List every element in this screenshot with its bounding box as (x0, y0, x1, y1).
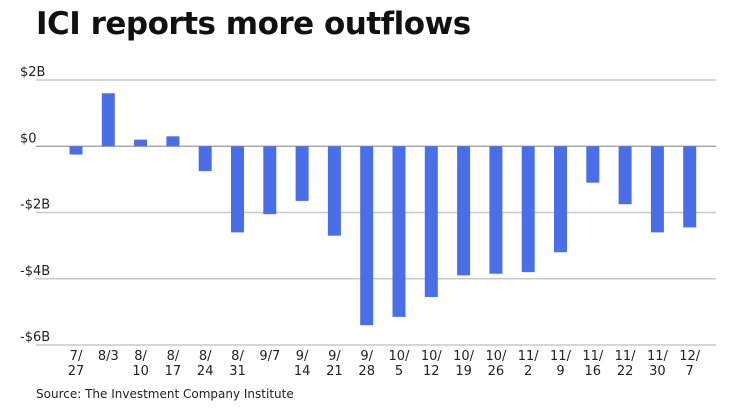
x-tick-label: 10/19 (453, 349, 475, 379)
x-axis-labels: 7/27 8/3 8/10 8/17 8/24 8/31 9/7 9/14 9/21 9/28 10… (68, 349, 701, 379)
y-axis-labels: $2B $0 -$2B -$4B -$6B (20, 65, 50, 345)
y-tick-label: $0 (20, 131, 37, 146)
x-tick-label: 11/9 (550, 349, 572, 379)
x-tick-label: 9/21 (326, 349, 343, 379)
x-tick-label: 8/3 (98, 349, 119, 364)
x-tick-label: 9/28 (358, 349, 375, 379)
bars (69, 93, 697, 326)
x-tick-label: 8/24 (197, 349, 214, 379)
bar (618, 146, 632, 205)
bar (521, 146, 535, 273)
bar (166, 136, 180, 147)
bar (231, 146, 244, 233)
x-tick-label: 11/16 (582, 349, 604, 379)
bar (683, 146, 697, 228)
bar (295, 146, 309, 201)
bar (554, 146, 567, 253)
bar (263, 146, 277, 215)
bar (424, 146, 438, 297)
source-note: Source: The Investment Company Institute (36, 387, 294, 401)
bar (489, 146, 503, 274)
bar (327, 146, 341, 236)
bar (198, 146, 212, 172)
bar (392, 146, 406, 317)
x-tick-label: 9/14 (294, 349, 311, 379)
bar (69, 146, 83, 155)
chart-title: ICI reports more outflows (36, 6, 471, 42)
x-tick-label: 8/10 (132, 349, 149, 379)
x-tick-label: 8/31 (229, 349, 246, 379)
gridlines (36, 79, 716, 346)
bar (650, 146, 664, 233)
x-tick-label: 7/27 (68, 349, 85, 379)
bar (360, 146, 374, 326)
y-tick-label: -$4B (20, 264, 50, 279)
x-tick-label: 11/22 (615, 349, 637, 379)
y-tick-label: $2B (20, 65, 45, 80)
y-tick-label: -$6B (20, 330, 50, 345)
bar (586, 146, 600, 183)
bar (134, 139, 148, 147)
x-tick-label: 11/2 (518, 349, 540, 379)
x-tick-label: 12/7 (679, 349, 701, 379)
bar (101, 93, 115, 147)
y-tick-label: -$2B (20, 198, 50, 213)
x-tick-label: 10/5 (389, 349, 411, 379)
x-tick-label: 9/7 (259, 349, 280, 364)
x-tick-label: 11/30 (647, 349, 669, 379)
x-tick-label: 8/17 (165, 349, 182, 379)
x-tick-label: 10/12 (421, 349, 443, 379)
x-tick-label: 10/26 (485, 349, 507, 379)
bar (457, 146, 471, 276)
